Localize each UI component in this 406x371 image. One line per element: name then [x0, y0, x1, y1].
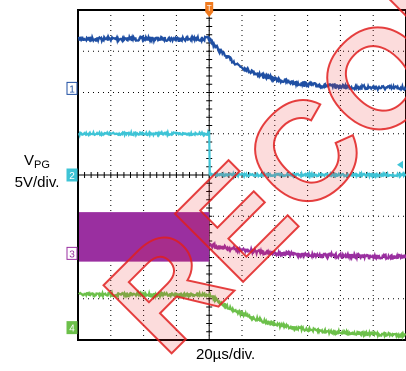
- y-axis-label: VPG 5V/div.: [6, 152, 68, 192]
- trace-ch2-line: [77, 128, 406, 181]
- trace-ch4: [78, 288, 406, 341]
- channel-marker-label: 3: [69, 249, 75, 260]
- channel-marker-label: 4: [69, 324, 75, 335]
- trace-ch1-line: [77, 33, 406, 93]
- trace-ch3: [79, 212, 406, 263]
- channel-marker-1: 1: [66, 81, 78, 95]
- trace-ch1: [77, 33, 406, 93]
- y-scale-label: 5V/div.: [14, 174, 60, 191]
- channel-marker-box: [66, 321, 78, 335]
- channel-marker-label: 2: [69, 171, 75, 182]
- trigger-marker-label: T: [207, 4, 212, 13]
- channel-marker-box: [66, 168, 78, 182]
- trigger-marker-shape: [205, 2, 214, 17]
- y-label-main: V: [24, 152, 35, 169]
- trigger-marker: T: [205, 2, 214, 17]
- watermark-text: RECOM: [75, 0, 406, 371]
- ch2-right-arrow: [397, 160, 403, 169]
- channel-marker-3: 3: [66, 246, 78, 260]
- trace-ch3-line: [209, 240, 406, 263]
- trace-ch4-line: [78, 288, 406, 341]
- recom-watermark: RECOM: [74, 0, 406, 371]
- trace-ch3-band: [79, 212, 210, 262]
- channel-markers: 1 2 3 4 T: [66, 2, 403, 335]
- trace-group: [77, 33, 406, 341]
- y-label-sub: PG: [34, 159, 50, 171]
- channel-marker-4: 4: [66, 321, 78, 335]
- channel-marker-label: 1: [69, 84, 75, 95]
- channel-marker-2: 2: [66, 168, 78, 182]
- x-axis-label: 20µs/div.: [196, 346, 256, 363]
- trace-ch2: [77, 128, 406, 181]
- channel-marker-box: [66, 81, 78, 95]
- channel-marker-box: [66, 246, 78, 260]
